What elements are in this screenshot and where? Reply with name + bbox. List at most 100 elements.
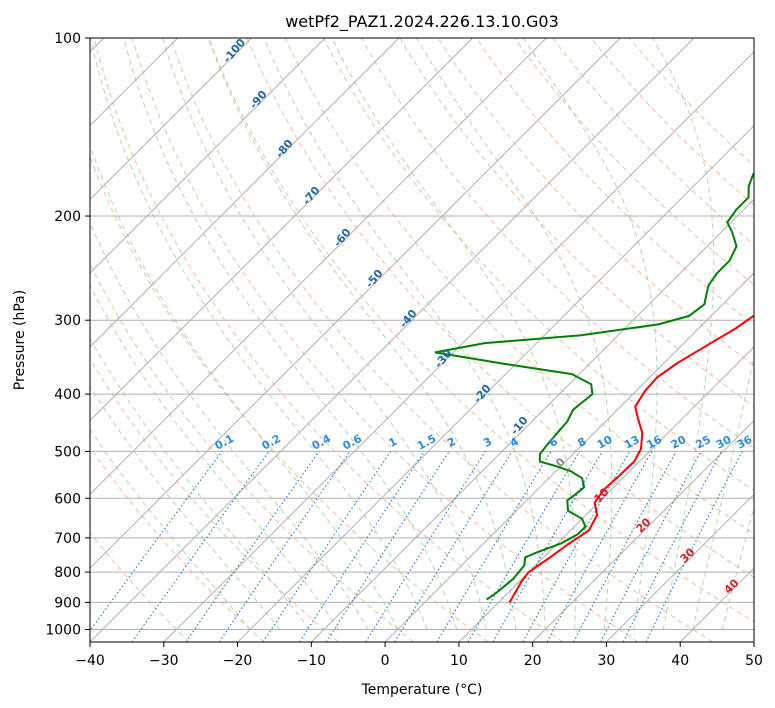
mixing-ratio-line	[262, 451, 392, 642]
series-layer	[434, 172, 754, 603]
mixing-ratio-label: 2	[445, 435, 458, 450]
mixing-ratio-line	[436, 451, 552, 642]
moist-adiabat-line	[263, 38, 546, 630]
dry-adiabat-label: -100	[220, 36, 248, 66]
moist-adiabat-line	[90, 144, 399, 630]
moist-adiabat-line	[331, 38, 576, 630]
dry-adiabat-line	[628, 38, 754, 167]
y-axis: 100 200 300 400 500 600 700 800 900 1000	[45, 31, 90, 638]
dry-adiabat-line	[552, 38, 754, 246]
mixing-ratio-line	[546, 451, 653, 642]
moist-adiabat-label: 30	[678, 545, 698, 565]
mixing-ratio-line	[573, 451, 677, 642]
x-axis-title: Temperature (°C)	[361, 682, 483, 698]
isotherm-line	[90, 38, 252, 201]
y-tick-label: 100	[54, 31, 81, 47]
mixing-ratio-label: 0.2	[260, 432, 283, 453]
isotherm-line	[90, 38, 400, 348]
y-tick-label: 1000	[45, 622, 81, 638]
moist-adiabat-line	[90, 221, 369, 630]
mixing-ratio-label: 8	[575, 435, 588, 450]
mixing-ratio-label: 36	[735, 433, 755, 452]
moist-adiabat-line	[692, 354, 754, 630]
x-tick-label: −40	[75, 653, 105, 669]
dry-adiabat-label: -70	[300, 184, 323, 208]
isotherm-line	[90, 38, 695, 642]
dry-adiabat-line	[514, 38, 754, 286]
isotherm-line	[458, 346, 754, 642]
moist-adiabat-label: 40	[722, 576, 742, 596]
moist-adiabat-line	[208, 38, 517, 630]
moist-adiabat-line	[123, 38, 458, 630]
y-axis-title: Pressure (hPa)	[12, 290, 28, 390]
isotherm-line	[163, 51, 754, 642]
mixing-ratio-label: 6	[547, 435, 560, 450]
moist-adiabat-line	[90, 385, 280, 630]
mixing-ratio-line	[90, 451, 223, 632]
mixing-ratio-label: 3	[481, 435, 494, 450]
mixing-ratio-label: 13	[622, 433, 642, 452]
dry-adiabat-label: -10	[508, 414, 531, 438]
y-tick-label: 500	[54, 444, 81, 460]
moist-adiabat-line	[90, 337, 310, 630]
y-tick-label: 400	[54, 387, 81, 403]
mixing-ratio-label: 0.4	[310, 432, 334, 453]
isotherm-line	[606, 493, 754, 642]
x-tick-label: 10	[450, 653, 468, 669]
moist-adiabat-line	[416, 38, 613, 630]
dry-adiabat-line	[131, 38, 639, 642]
dry-adiabat-label: -90	[247, 88, 270, 112]
moist-adiabat-label: 20	[634, 515, 654, 535]
x-axis: −40 −30 −20 −10 0 10 20 30 40 50	[75, 642, 763, 669]
moist-adiabat-line	[652, 38, 715, 630]
dry-adiabat-label: -60	[331, 226, 354, 250]
isotherm-line	[384, 272, 754, 642]
mixing-ratio-line	[325, 451, 450, 642]
mixing-ratio-label: 1.5	[415, 432, 438, 453]
mixing-ratio-label: 1	[386, 435, 399, 450]
y-tick-label: 700	[54, 531, 81, 547]
dry-adiabat-label: -40	[397, 307, 420, 331]
temperature-series-line	[508, 314, 754, 603]
dry-adiabat-line	[90, 358, 339, 642]
dry-adiabat-label: -50	[363, 267, 386, 291]
dry-adiabat-line	[322, 38, 754, 492]
dry-adiabat-line	[399, 38, 754, 408]
isotherm-line	[90, 38, 474, 422]
dry-adiabat-label: -20	[471, 382, 494, 406]
x-tick-label: 50	[745, 653, 763, 669]
mixing-ratio-line	[131, 451, 270, 642]
mixing-ratio-line	[299, 451, 425, 642]
dry-adiabat-line	[361, 38, 754, 449]
plot-frame	[89, 37, 755, 643]
isotherm-line	[753, 641, 754, 642]
mixing-ratio-line	[522, 451, 631, 642]
isotherm-line	[90, 38, 547, 496]
dry-adiabat-label: -80	[273, 137, 296, 161]
x-tick-label: −20	[223, 653, 253, 669]
isotherm-line	[237, 124, 754, 642]
chart-title: wetPf2_PAZ1.2024.226.13.10.G03	[285, 12, 559, 32]
dry-adiabat-line	[93, 38, 564, 642]
dry-adiabat-line	[170, 38, 713, 642]
mixing-ratio-line	[365, 451, 486, 642]
isotherm-line	[532, 419, 754, 642]
x-tick-label: −30	[149, 653, 179, 669]
dry-adiabat-line	[90, 262, 414, 642]
mixing-ratio-label: 20	[669, 433, 689, 452]
isotherm-line	[90, 38, 326, 274]
dry-adiabat-line	[437, 38, 754, 367]
line-labels: 0.1 0.2 0.4 0.6 1 1.5 2 3 4 6 8 10 13 16 20 25 30 36-100-…	[213, 36, 755, 597]
mixing-ratio-label: 16	[644, 433, 664, 452]
x-tick-label: 0	[381, 653, 390, 669]
y-tick-label: 600	[54, 491, 81, 507]
y-tick-label: 900	[54, 595, 81, 611]
moist-adiabat-line	[162, 38, 487, 630]
x-tick-label: 20	[524, 653, 542, 669]
y-tick-label: 800	[54, 565, 81, 581]
mixing-ratio-label: 10	[595, 433, 615, 452]
y-tick-label: 200	[54, 209, 81, 225]
mixing-ratio-line	[467, 451, 581, 642]
mixing-ratio-label: 4	[508, 435, 521, 450]
